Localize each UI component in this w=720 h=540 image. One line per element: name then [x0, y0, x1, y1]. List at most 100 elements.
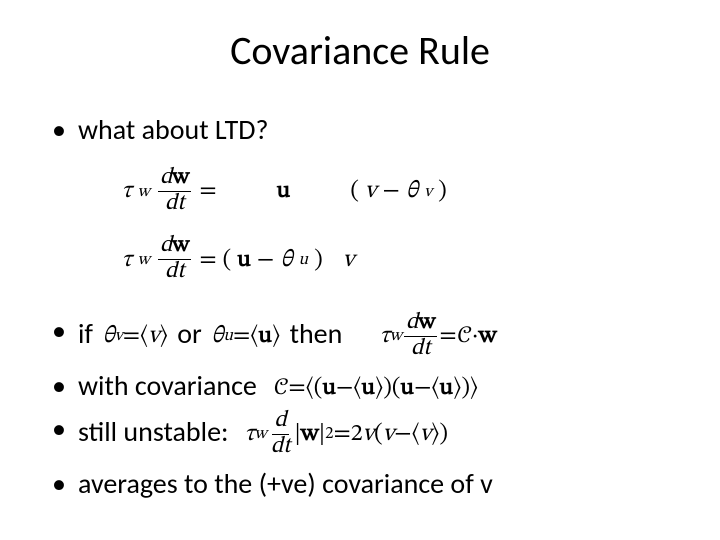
math-rangle: ⟩: [272, 320, 280, 352]
text-with-covariance: with covariance: [78, 368, 257, 403]
text-if: if: [78, 316, 93, 351]
text-still-unstable: still unstable:: [78, 414, 229, 449]
math-u: u: [277, 176, 291, 206]
text-or: or: [177, 316, 202, 351]
text-averages: averages to the (+ve) covariance of: [78, 466, 480, 501]
math-minus: −: [382, 176, 399, 206]
fraction-ddt: d dt: [269, 410, 292, 459]
math-minus: −: [257, 245, 274, 275]
bullet-list: what about LTD? τw dw dt = u (v − θv) τw…: [40, 111, 680, 503]
math-v: v: [365, 176, 377, 206]
math-rparen: ): [314, 245, 323, 275]
math-eq: =: [439, 320, 456, 352]
math-w: w: [479, 320, 497, 352]
text-then: then: [290, 316, 343, 351]
math-u: u: [400, 372, 414, 404]
fraction-dwdt: dw dt: [404, 312, 437, 361]
math-minus: −: [336, 372, 353, 404]
math-lparen: (: [350, 176, 359, 206]
math-lparen: (: [314, 372, 323, 404]
math-eq: =: [123, 320, 140, 352]
math-dt: dt: [271, 436, 290, 458]
math-v: v: [148, 320, 160, 352]
fraction-dwdt: dw dt: [158, 235, 191, 284]
math-sub-u: u: [223, 325, 233, 348]
text-v-small: v: [480, 466, 493, 501]
math-d: d: [160, 167, 172, 189]
math-u: u: [322, 372, 336, 404]
math-sub-w: w: [137, 181, 150, 202]
math-rangle: ⟩: [375, 372, 383, 404]
math-eq: =: [233, 320, 250, 352]
math-tau: τ: [122, 245, 131, 275]
math-v-inner: v: [363, 422, 375, 446]
math-eq: =: [199, 176, 216, 206]
fraction-dwdt: dw dt: [158, 167, 191, 216]
math-rangle: ⟩: [470, 372, 478, 404]
inline-eq-covariance-rule: τw dw dt = 𝒞 · w: [380, 312, 497, 361]
math-sub-w: w: [137, 249, 150, 270]
slide: Covariance Rule what about LTD? τw dw dt…: [0, 0, 720, 540]
math-lparen: (: [392, 372, 401, 404]
math-sup-2: 2: [325, 423, 333, 446]
math-rangle: ⟩: [453, 372, 461, 404]
math-w: w: [301, 418, 319, 450]
math-langle: ⟨: [140, 320, 148, 352]
math-rangle: ⟩: [431, 418, 439, 450]
math-dt: dt: [411, 338, 430, 360]
equation-line-2: τw dw dt = (u − θu) v: [122, 235, 680, 284]
math-langle: ⟨: [431, 372, 439, 404]
math-eq: =: [288, 372, 305, 404]
bullet-item-averages: averages to the (+ve) covariance of v: [52, 465, 680, 503]
math-langle: ⟨: [353, 372, 361, 404]
math-v: v: [420, 418, 432, 450]
math-rparen: ): [383, 372, 392, 404]
inline-eq-unstable: τw d dt |w|2 = 2v(v − ⟨v⟩): [245, 410, 448, 459]
bullet-item-covariance: with covariance 𝒞 = ⟨(u − ⟨u⟩)(u − ⟨u⟩)⟩: [52, 367, 680, 405]
math-tau: τ: [245, 418, 254, 450]
math-theta: θ: [102, 320, 114, 352]
math-rparen: ): [439, 418, 448, 450]
inline-eq-theta-v: θv = ⟨v⟩: [102, 320, 168, 352]
math-langle: ⟨: [306, 372, 314, 404]
math-tau: τ: [122, 176, 131, 206]
slide-title: Covariance Rule: [40, 26, 680, 75]
math-lparen: (: [374, 418, 383, 450]
math-rangle: ⟩: [160, 320, 168, 352]
math-theta: θ: [406, 176, 418, 206]
equation-line-1: τw dw dt = u (v − θv): [122, 167, 680, 216]
bullet-item-if-or-then: if θv = ⟨v⟩ or θu = ⟨u⟩ then τw dw dt =: [52, 312, 680, 361]
math-u: u: [258, 320, 272, 352]
math-2v: 2v: [351, 418, 374, 450]
bullet-item-unstable: still unstable: τw d dt |w|2 = 2v(v − ⟨v…: [52, 410, 680, 459]
inline-eq-theta-u: θu = ⟨u⟩: [211, 320, 280, 352]
math-d: d: [160, 235, 172, 257]
math-langle: ⟨: [250, 320, 258, 352]
math-lparen: (: [223, 245, 232, 275]
math-sub-w: w: [389, 325, 402, 348]
math-C: 𝒞: [457, 320, 472, 352]
math-u: u: [237, 245, 251, 275]
math-tau: τ: [380, 320, 389, 352]
math-sub-u: u: [299, 249, 309, 270]
math-rparen: ): [438, 176, 447, 206]
math-rparen: ): [461, 372, 470, 404]
inline-eq-covariance-def: 𝒞 = ⟨(u − ⟨u⟩)(u − ⟨u⟩)⟩: [273, 372, 478, 404]
math-C: 𝒞: [273, 372, 288, 404]
math-d: d: [274, 410, 286, 432]
math-minus: −: [414, 372, 431, 404]
math-theta: θ: [280, 245, 292, 275]
math-dt: dt: [165, 193, 184, 215]
math-sub-w: w: [254, 423, 267, 446]
math-v: v: [383, 418, 395, 450]
bullet-text: what about LTD?: [78, 112, 268, 147]
math-cdot: ·: [472, 320, 479, 352]
math-eq: =: [333, 418, 350, 450]
math-sub-v: v: [424, 181, 432, 202]
math-u: u: [440, 372, 454, 404]
math-minus: −: [394, 418, 411, 450]
math-w: w: [172, 235, 189, 257]
bullet-item-ltd: what about LTD?: [52, 111, 680, 149]
math-sub-v: v: [115, 325, 123, 348]
math-u: u: [361, 372, 375, 404]
